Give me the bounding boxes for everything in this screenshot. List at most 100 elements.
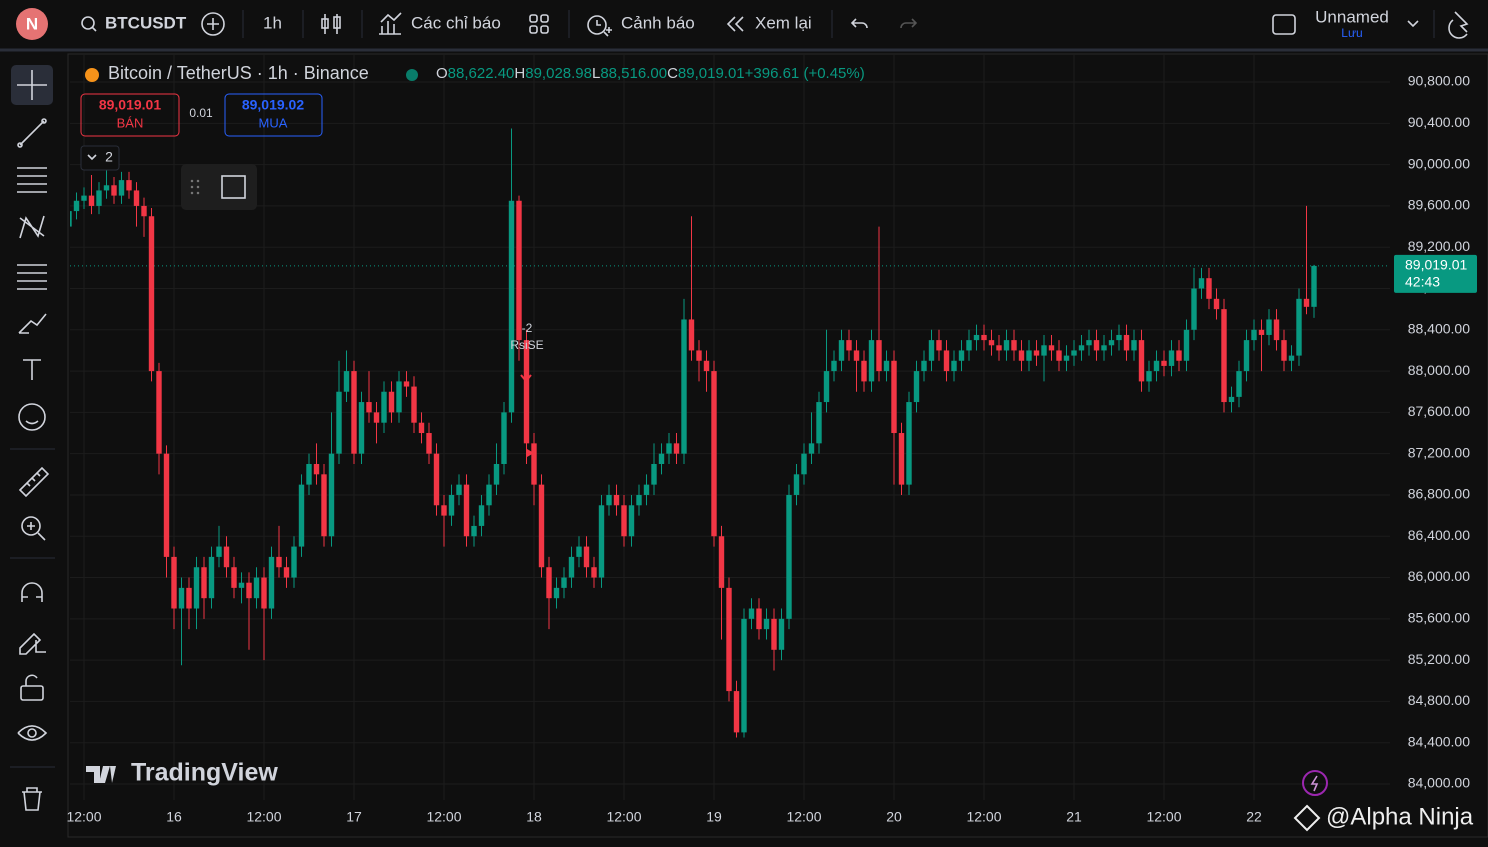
y-tick-label: 89,200.00 [1408, 238, 1470, 254]
avatar[interactable] [16, 8, 48, 40]
layout-menu[interactable] [1407, 20, 1419, 28]
candle-body [643, 484, 650, 495]
candle-body [591, 567, 597, 578]
candle-body [1116, 334, 1122, 341]
chart-title: Bitcoin / TetherUS · 1h · Binance [108, 63, 369, 83]
candle-body [1266, 319, 1272, 335]
save[interactable]: Lưu [1341, 26, 1362, 40]
candle-body [186, 587, 192, 609]
ohlc-legend: O88,622.40H89,028.98L88,516.00C89,019.01… [436, 65, 865, 82]
x-tick-label: 18 [526, 809, 542, 825]
redo[interactable] [900, 18, 918, 29]
candle-body [336, 391, 342, 454]
y-tick-label: 90,800.00 [1408, 73, 1470, 89]
candle-body [1296, 298, 1302, 356]
y-tick-label: 84,000.00 [1408, 775, 1470, 791]
candle-body [636, 494, 642, 506]
indicators[interactable]: Các chỉ báo [411, 13, 501, 32]
candle-body [523, 340, 530, 444]
x-tick-label: 12:00 [246, 809, 281, 825]
drag-handle[interactable] [190, 179, 200, 195]
undo[interactable] [850, 18, 868, 29]
candle-body [621, 505, 627, 537]
replay[interactable]: Xem lại [755, 13, 812, 32]
candle-body [313, 463, 320, 475]
candle-body [1168, 350, 1175, 366]
candle-body [973, 334, 980, 341]
candle-body [276, 556, 282, 568]
collapse-icon [87, 154, 97, 161]
buy-button[interactable] [224, 93, 323, 137]
symbol[interactable]: BTCUSDT [105, 13, 187, 32]
candle-body [538, 484, 545, 568]
candle-body [418, 422, 425, 434]
legend-key: L [592, 65, 600, 82]
y-tick-label: 90,400.00 [1408, 114, 1470, 130]
candle-body [1003, 340, 1010, 351]
candle-body [696, 350, 702, 361]
candle-body [673, 443, 680, 454]
collapse-count: 2 [105, 149, 113, 165]
signal-arrow [520, 366, 532, 383]
candle-body [403, 381, 410, 387]
alerts[interactable]: Cảnh báo [621, 13, 695, 32]
candle-body [126, 180, 132, 191]
candle-body [1311, 265, 1317, 307]
candle-body [118, 180, 125, 196]
candle-body [1288, 355, 1295, 361]
sell-button[interactable] [80, 93, 180, 137]
last-price-label: 89,019.01 [1405, 257, 1467, 273]
candle-body [156, 371, 162, 454]
legend-key: H [514, 65, 525, 82]
search-icon [81, 16, 95, 30]
interval[interactable]: 1h [263, 13, 282, 32]
last-price-box [1394, 254, 1477, 293]
lightning-button[interactable] [1302, 770, 1328, 796]
candle-body [351, 371, 357, 454]
candle-body [508, 200, 515, 413]
candle-body [1131, 340, 1137, 351]
candle-body [291, 546, 297, 578]
candle-body [568, 556, 575, 578]
collapse-button[interactable] [80, 145, 120, 171]
candle-body [141, 205, 147, 217]
y-tick-label: 89,600.00 [1408, 197, 1470, 213]
select-rect-icon[interactable] [221, 175, 246, 199]
legend-value: 88,622.40 [448, 65, 515, 82]
candle-body [651, 463, 657, 485]
candle-body [463, 484, 470, 537]
add-symbol[interactable] [201, 12, 225, 36]
search-icon [91, 26, 97, 32]
candle-body [606, 494, 612, 506]
alert-icon [587, 15, 607, 35]
layout-icon[interactable] [1272, 14, 1296, 35]
candle-body [1138, 340, 1145, 382]
candle-body [913, 371, 920, 403]
candle-body [666, 443, 672, 454]
candle-body [718, 536, 725, 588]
layout-name[interactable]: Unnamed [1315, 7, 1389, 26]
signal-count: -2 [522, 321, 533, 335]
candle-body [238, 582, 245, 588]
candle-body [1213, 298, 1220, 310]
candle-body [501, 412, 507, 464]
candle-body [823, 371, 830, 403]
candle-body [531, 443, 537, 485]
candle-body [1056, 350, 1062, 361]
candle-body [598, 505, 605, 578]
quick-search[interactable] [1448, 11, 1469, 39]
candle-body [741, 618, 747, 733]
candle-body [1108, 340, 1115, 346]
templates-icon[interactable] [529, 14, 538, 23]
candle-body [898, 433, 905, 485]
watermark: TradingView [131, 759, 278, 787]
add-symbol-icon [207, 18, 219, 30]
candle-body [171, 556, 177, 609]
candle-body [1048, 345, 1055, 351]
replay-icon [726, 16, 744, 32]
candle-body [943, 350, 950, 372]
candle-body [246, 582, 252, 599]
chart-type-icon [321, 18, 329, 29]
candle-body [1041, 345, 1047, 356]
x-tick-label: 12:00 [426, 809, 461, 825]
